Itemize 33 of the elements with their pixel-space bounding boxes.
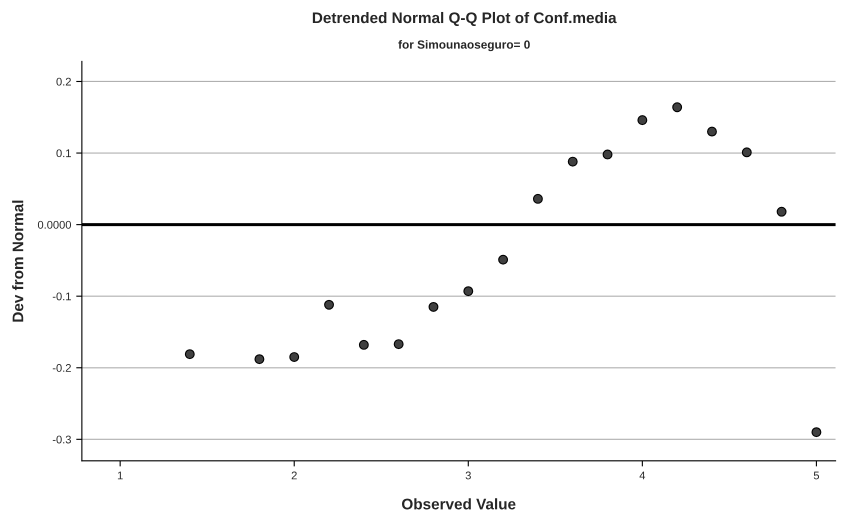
point (358, 340, 369, 350)
point (602, 150, 612, 160)
x-axis-title: Observed Value (402, 498, 516, 510)
point (324, 300, 334, 310)
chart-subtitle: for Simounaoseguro= 0 (398, 40, 530, 52)
point (742, 147, 752, 158)
x-tick-label: 5 (814, 472, 820, 480)
y-axis-title: Dev from Normal (12, 200, 24, 322)
point (776, 206, 787, 217)
point (498, 254, 508, 265)
point (672, 102, 682, 112)
x-tick-label: 1 (118, 472, 123, 480)
x-tick-label: 2 (292, 472, 297, 480)
point (394, 339, 404, 350)
point (254, 354, 264, 364)
x-tick-label: 3 (466, 472, 471, 480)
chart-title: Detrended Normal Q-Q Plot of Conf.media (312, 12, 617, 26)
y-tick-label: -0.2 (52, 364, 71, 372)
point (463, 286, 474, 296)
point (428, 302, 438, 312)
x-tick-label: 4 (640, 472, 646, 480)
y-tick-label: 0.1 (56, 149, 71, 158)
point (289, 352, 300, 362)
point (707, 126, 717, 137)
y-tick-label: -0.3 (52, 436, 71, 444)
point (637, 115, 648, 126)
y-tick-label: -0.1 (52, 292, 71, 300)
point (811, 427, 822, 438)
y-tick-label: 0.0000 (38, 220, 72, 229)
point (184, 349, 195, 360)
y-tick-label: 0.2 (56, 78, 71, 86)
point (568, 156, 578, 167)
point (532, 194, 543, 204)
